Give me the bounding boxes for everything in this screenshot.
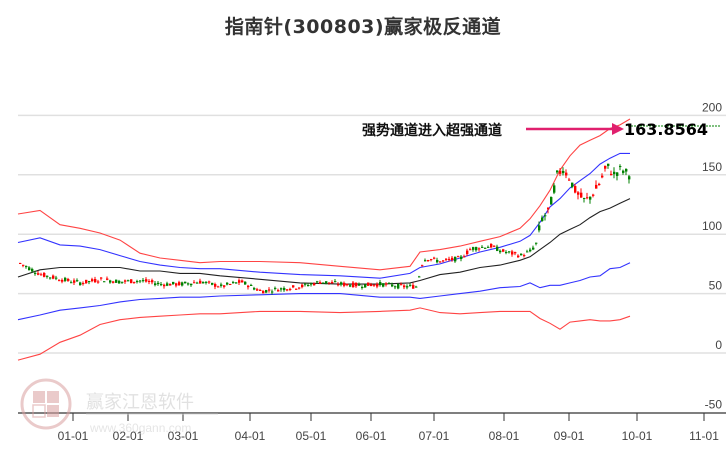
y-tick-label: 100 — [702, 219, 722, 233]
upper-inner-band-line — [17, 152, 630, 279]
lower-outer-band-line — [17, 307, 631, 361]
last-price-label: 163.8564 — [624, 120, 708, 139]
annotation-text: 强势通道进入超强通道 — [362, 122, 502, 139]
seal-icon — [20, 378, 72, 430]
annotation: 强势通道进入超强通道 — [362, 122, 624, 139]
channel-lines — [17, 118, 631, 361]
watermark: 赢家江恩软件 www.360gann.com — [20, 378, 218, 435]
x-tick-label: 01-01 — [58, 429, 89, 443]
candlesticks — [19, 163, 631, 295]
y-tick-label: 200 — [702, 100, 722, 114]
x-tick-label: 09-01 — [554, 429, 585, 443]
watermark-name: 赢家江恩软件 — [86, 391, 194, 413]
y-tick-label: 150 — [702, 160, 722, 174]
x-tick-label: 06-01 — [356, 429, 387, 443]
y-axis-ticks: 200 150 100 50 0 -50 — [702, 100, 722, 411]
middle-line-line — [17, 198, 631, 285]
x-tick-label: 11-01 — [689, 429, 719, 443]
gridlines — [18, 114, 726, 354]
lower-inner-band-line — [17, 262, 631, 321]
y-tick-label: -50 — [705, 397, 723, 411]
chart-title: 指南针(300803)赢家极反通道 — [224, 16, 502, 38]
x-tick-label: 10-01 — [622, 429, 653, 443]
x-tick-label: 03-01 — [168, 429, 199, 443]
x-tick-label: 08-01 — [489, 429, 520, 443]
upper-outer-band-line — [17, 118, 631, 271]
y-tick-label: 50 — [709, 279, 723, 293]
x-tick-label: 04-01 — [235, 429, 266, 443]
arrow-right-icon — [612, 123, 624, 135]
x-tick-label: 02-01 — [113, 429, 144, 443]
y-tick-label: 0 — [715, 338, 722, 352]
x-tick-label: 07-01 — [419, 429, 450, 443]
watermark-url: www.360gann.com — [89, 421, 191, 435]
x-axis: 01-01 02-01 03-01 04-01 05-01 06-01 07-01 08-01… — [18, 412, 726, 443]
x-tick-label: 05-01 — [296, 429, 327, 443]
